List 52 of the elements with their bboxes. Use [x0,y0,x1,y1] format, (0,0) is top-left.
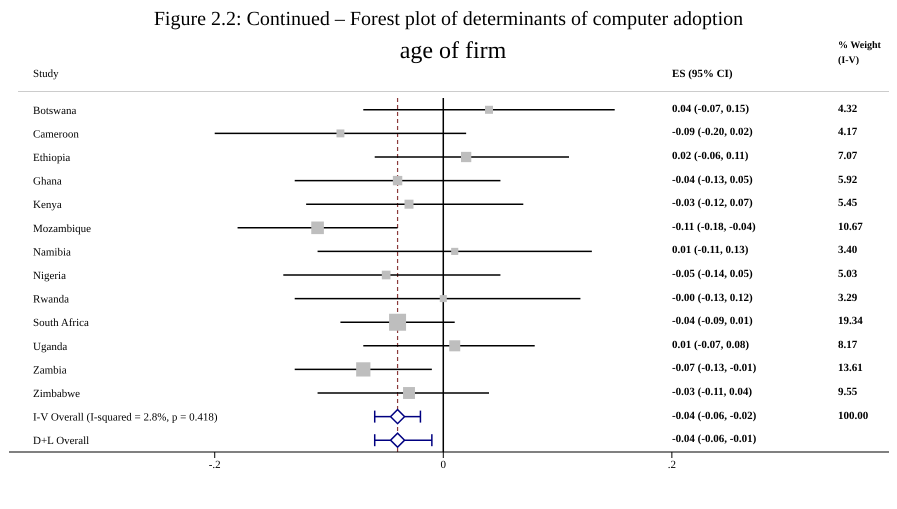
annotation: 4.17 [838,126,858,138]
annotation: -0.11 (-0.18, -0.04) [672,220,756,233]
y-tick-label: South Africa [33,317,90,330]
y-tick-label: Ghana [33,176,62,188]
annotation: 10.67 [838,220,863,233]
annotation: -0.04 (-0.13, 0.05) [672,174,753,186]
chart-subtitle: age of firm [398,38,508,65]
annotation: 5.03 [838,268,858,280]
annotation: -0.09 (-0.20, 0.02) [672,126,753,138]
y-tick-label: Cameroon [33,128,80,140]
annotation: -0.04 (-0.09, 0.01) [672,315,753,328]
annotation: -0.00 (-0.13, 0.12) [672,292,753,304]
annotation: -0.04 (-0.06, -0.02) [672,410,756,422]
annotation: 0.01 (-0.07, 0.08) [672,338,749,351]
y-tick-label: Zambia [33,364,67,376]
y-tick-label: Mozambique [33,222,92,235]
y-axis-title: Study [33,68,59,80]
annotation: 0.04 (-0.07, 0.15) [672,102,749,115]
annotation: -0.03 (-0.12, 0.07) [672,197,753,210]
annotation: 4.32 [838,102,858,115]
annotation: 3.40 [838,244,858,256]
annotation: 0.01 (-0.11, 0.13) [672,244,748,256]
y-tick-label: D+L Overall [33,435,90,448]
y-tick-label: Nigeria [33,270,66,282]
y-tick-label: Uganda [33,340,68,353]
x-tick-label: 0 [440,458,447,471]
text: ES (95% CI) [672,68,733,80]
x-tick-label: -.2 [208,458,221,471]
y-tick-label: Rwanda [33,294,70,306]
annotation: -0.03 (-0.11, 0.04) [672,386,752,398]
annotation: 9.55 [838,386,858,398]
y-tick-label: Ethiopia [33,152,70,164]
y-tick-label: Namibia [33,246,71,258]
annotation: 8.17 [838,338,858,351]
annotation: 19.34 [838,315,863,328]
chart-title: Figure 2.2: Continued – Forest plot of determinants of computer adoption [152,8,744,31]
annotation: -0.07 (-0.13, -0.01) [672,362,756,374]
y-tick-label: Zimbabwe [33,388,80,400]
annotation: 13.61 [838,362,863,374]
text: % Weight (I-V) [838,39,882,68]
annotation: 5.92 [838,174,858,186]
x-tick-label: .2 [668,458,676,471]
annotation: 5.45 [838,197,858,210]
y-tick-label: Kenya [33,199,62,212]
annotation: 3.29 [838,292,858,304]
y-tick-label: Botswana [33,104,76,117]
annotation: 7.07 [838,150,858,162]
annotation: 100.00 [838,410,868,422]
y-tick-label: I-V Overall (I-squared = 2.8%, p = 0.418) [33,412,218,424]
annotation: -0.04 (-0.06, -0.01) [672,433,756,446]
annotation: 0.02 (-0.06, 0.11) [672,150,748,162]
annotation: -0.05 (-0.14, 0.05) [672,268,753,280]
